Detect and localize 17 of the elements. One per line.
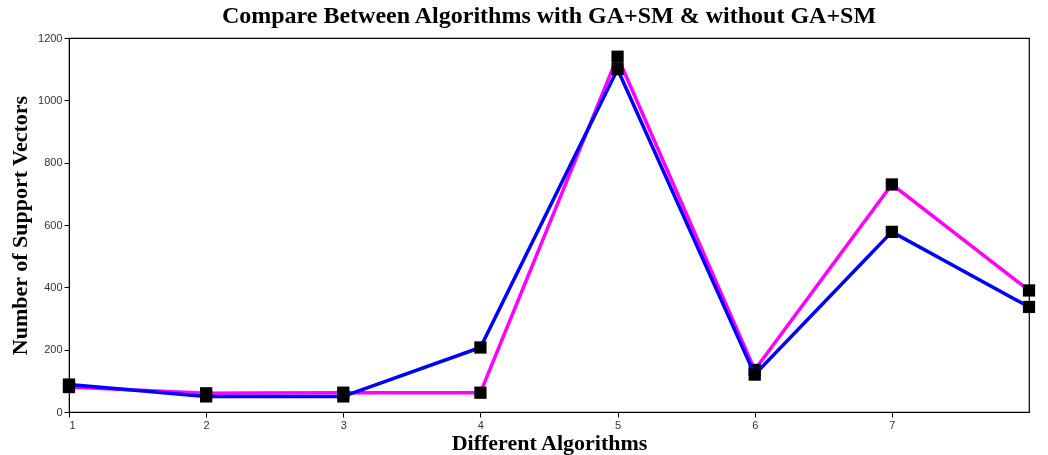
y-tick-label: 1200 (38, 31, 63, 44)
y-tick-label: 400 (44, 280, 63, 293)
y-tick-label: 600 (44, 218, 63, 231)
y-tick-label: 1000 (38, 93, 63, 106)
y-tick-label: 200 (44, 343, 63, 356)
x-tick-label: 6 (752, 418, 759, 431)
x-tick-label: 3 (340, 418, 347, 431)
chart-title: Compare Between Algorithms with GA+SM & without GA+SM (221, 2, 877, 28)
x-axis-title: Different Algorithms (451, 429, 648, 455)
x-tick-label: 7 (889, 418, 896, 431)
x-tick-label: 4 (477, 418, 484, 431)
y-tick-label: 800 (44, 156, 63, 169)
y-tick-label: 0 (56, 405, 63, 418)
x-tick-label: 2 (203, 418, 210, 431)
x-tick-label: 1 (69, 418, 76, 431)
x-tick-label: 5 (615, 418, 622, 431)
y-axis-title: Number of Support Vectors (7, 95, 33, 356)
